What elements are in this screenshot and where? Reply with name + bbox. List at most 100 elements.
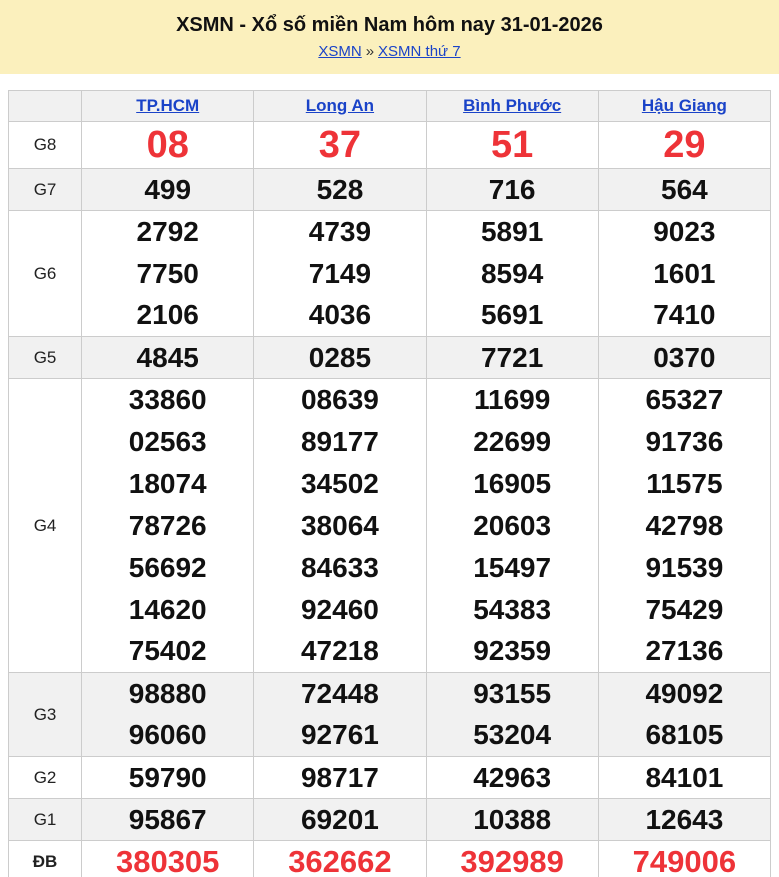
prize-cell: 42963 — [425, 756, 599, 799]
prize-cell: 68105 — [597, 714, 772, 757]
prize-cell: 16905 — [425, 462, 599, 505]
table-row: 96060 92761 53204 68105 — [9, 714, 772, 757]
table-row: 56692 84633 15497 91539 — [9, 546, 772, 589]
table-row: G5 4845 0285 7721 0370 — [7, 336, 772, 379]
prize-cell: 10388 — [425, 798, 599, 841]
prize-cell: 7750 — [81, 252, 255, 295]
prize-cell: 98717 — [253, 756, 427, 799]
province-link-hau-giang[interactable]: Hậu Giang — [641, 96, 727, 115]
page-header: XSMN - Xổ số miền Nam hôm nay 31-01-2026… — [0, 0, 779, 74]
prize-cell: 69201 — [253, 798, 427, 841]
prize-cell: 92359 — [425, 630, 599, 673]
prize-cell: 78726 — [81, 504, 255, 547]
prize-cell: 27136 — [597, 630, 772, 673]
prize-cell: 9023 — [597, 210, 772, 253]
prize-cell: 5891 — [425, 210, 599, 253]
prize-cell: 92761 — [253, 714, 427, 757]
prize-cell: 49092 — [597, 672, 772, 715]
prize-cell: 716 — [425, 168, 599, 211]
prize-cell: 75429 — [597, 588, 772, 631]
prize-label-db: ĐB — [7, 840, 83, 877]
table-row: G3 98880 72448 93155 49092 — [7, 672, 772, 757]
prize-cell: 11699 — [425, 378, 599, 421]
prize-cell: 08 — [81, 121, 255, 169]
province-link-tphcm[interactable]: TP.HCM — [136, 96, 200, 115]
prize-cell: 72448 — [253, 672, 427, 715]
table-row: 78726 38064 20603 42798 — [9, 504, 772, 547]
prize-cell: 1601 — [597, 252, 772, 295]
prize-cell: 37 — [253, 121, 427, 169]
prize-cell: 89177 — [253, 420, 427, 463]
prize-cell: 98880 — [81, 672, 255, 715]
province-link-long-an[interactable]: Long An — [305, 96, 375, 115]
table-row: G7 499 528 716 564 — [7, 168, 772, 211]
table-row: G8 08 37 51 29 — [7, 121, 772, 169]
prize-cell: 528 — [253, 168, 427, 211]
corner-cell — [7, 90, 83, 122]
prize-cell: 4036 — [253, 294, 427, 337]
prize-label-g8: G8 — [7, 121, 83, 169]
prize-cell: 42798 — [597, 504, 772, 547]
prize-cell: 47218 — [253, 630, 427, 673]
prize-cell: 91539 — [597, 546, 772, 589]
prize-cell: 0370 — [597, 336, 772, 379]
prize-cell: 56692 — [81, 546, 255, 589]
table-row: 2106 4036 5691 7410 — [9, 294, 772, 337]
prize-label-g6: G6 — [7, 210, 83, 337]
prize-cell: 362662 — [253, 840, 427, 877]
prize-cell: 4739 — [253, 210, 427, 253]
prize-cell: 380305 — [81, 840, 255, 877]
prize-cell: 91736 — [597, 420, 772, 463]
prize-cell: 7149 — [253, 252, 427, 295]
column-header-binh-phuoc: Bình Phước — [425, 90, 599, 122]
table-row: G6 2792 4739 5891 9023 — [7, 210, 772, 337]
prize-cell: 96060 — [81, 714, 255, 757]
prize-cell: 08639 — [253, 378, 427, 421]
prize-cell: 29 — [597, 121, 772, 169]
column-header-hau-giang: Hậu Giang — [597, 90, 772, 122]
breadcrumb-link-xsmn-thu-7[interactable]: XSMN thứ 7 — [378, 43, 461, 60]
prize-cell: 8594 — [425, 252, 599, 295]
prize-cell: 92460 — [253, 588, 427, 631]
prize-label-g5: G5 — [7, 336, 83, 379]
province-link-binh-phuoc[interactable]: Bình Phước — [463, 96, 562, 115]
table-row: 18074 34502 16905 11575 — [9, 462, 772, 505]
prize-cell: 12643 — [597, 798, 772, 841]
table-row: ĐB 380305 362662 392989 749006 — [7, 840, 772, 877]
breadcrumb: XSMN» XSMN thứ 7 — [10, 43, 769, 60]
prize-label-g7: G7 — [7, 168, 83, 211]
prize-cell: 33860 — [81, 378, 255, 421]
prize-cell: 93155 — [425, 672, 599, 715]
prize-cell: 749006 — [597, 840, 772, 877]
prize-label-g1: G1 — [7, 798, 83, 841]
prize-cell: 0285 — [253, 336, 427, 379]
prize-cell: 38064 — [253, 504, 427, 547]
prize-cell: 22699 — [425, 420, 599, 463]
prize-cell: 84101 — [597, 756, 772, 799]
prize-cell: 7721 — [425, 336, 599, 379]
prize-cell: 34502 — [253, 462, 427, 505]
prize-cell: 14620 — [81, 588, 255, 631]
column-header-tphcm: TP.HCM — [81, 90, 255, 122]
prize-cell: 7410 — [597, 294, 772, 337]
prize-cell: 2792 — [81, 210, 255, 253]
prize-cell: 95867 — [81, 798, 255, 841]
prize-cell: 11575 — [597, 462, 772, 505]
table-row: G1 95867 69201 10388 12643 — [7, 798, 772, 841]
prize-cell: 499 — [81, 168, 255, 211]
prize-cell: 5691 — [425, 294, 599, 337]
prize-cell: 15497 — [425, 546, 599, 589]
prize-cell: 75402 — [81, 630, 255, 673]
prize-cell: 51 — [425, 121, 599, 169]
breadcrumb-separator: » — [365, 43, 375, 60]
prize-label-g4: G4 — [7, 378, 83, 673]
page-title: XSMN - Xổ số miền Nam hôm nay 31-01-2026 — [176, 14, 603, 36]
prize-cell: 53204 — [425, 714, 599, 757]
lottery-results-table: TP.HCM Long An Bình Phước Hậu Giang G8 0… — [7, 90, 772, 877]
table-row: 7750 7149 8594 1601 — [9, 252, 772, 295]
prize-cell: 54383 — [425, 588, 599, 631]
prize-cell: 65327 — [597, 378, 772, 421]
table-row: 02563 89177 22699 91736 — [9, 420, 772, 463]
breadcrumb-link-xsmn[interactable]: XSMN — [318, 43, 362, 60]
table-row: G4 33860 08639 11699 65327 — [7, 378, 772, 673]
